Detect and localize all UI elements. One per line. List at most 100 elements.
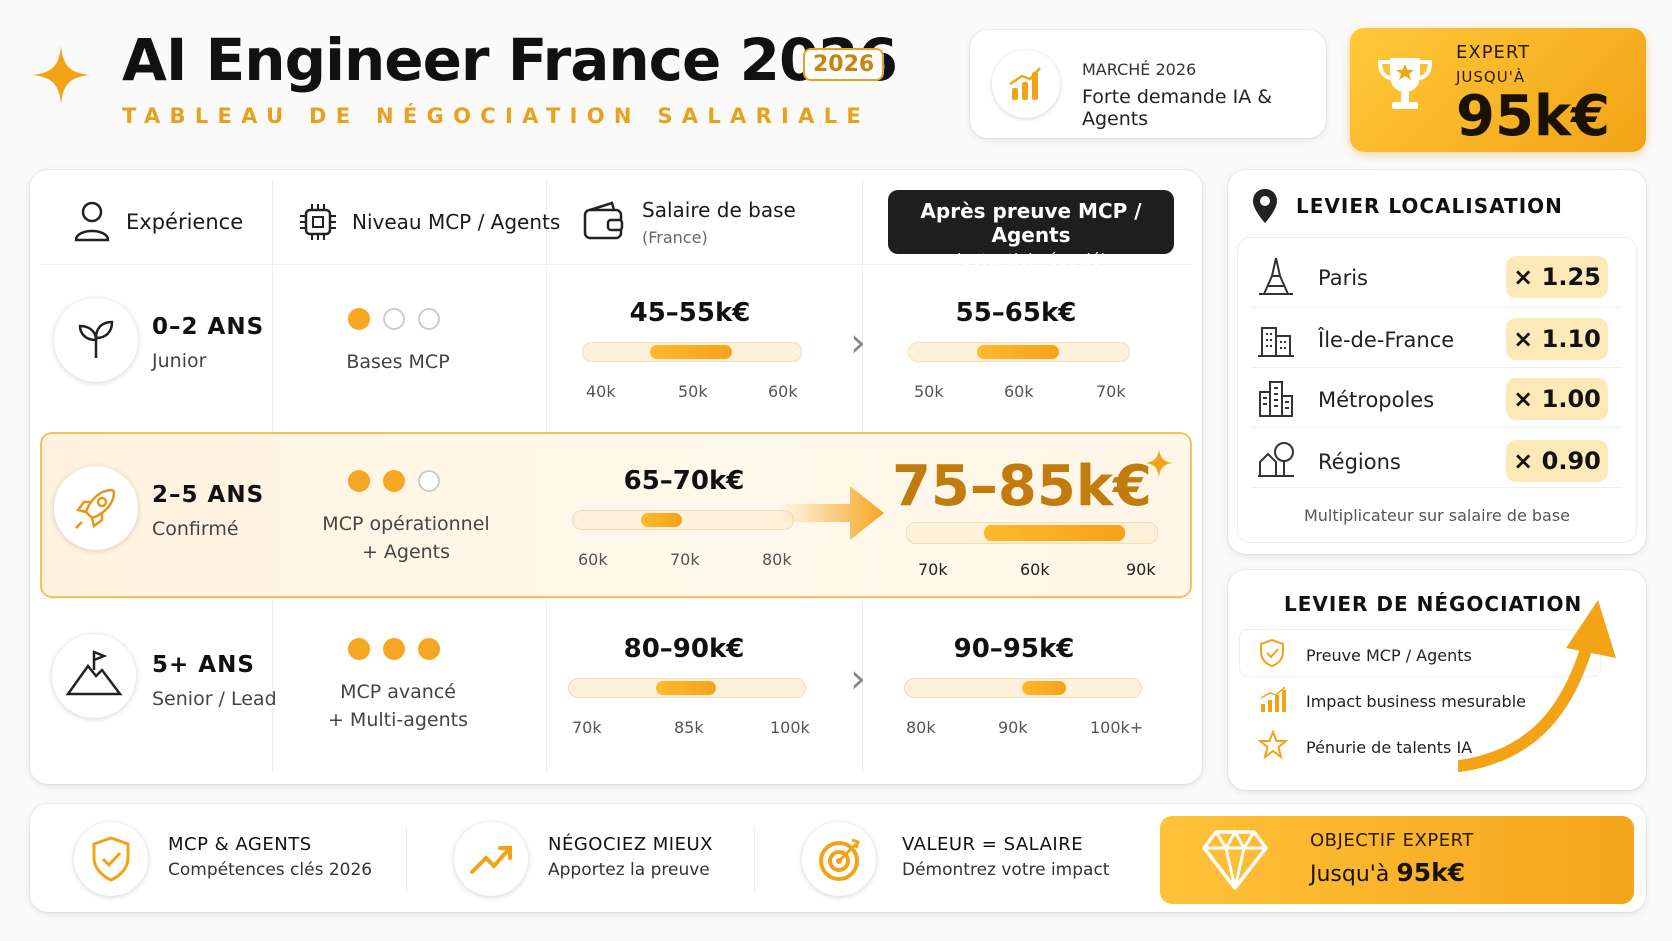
map-pin-icon — [1253, 189, 1277, 223]
rocket-icon — [54, 466, 138, 550]
after-range: 55–65k€ — [955, 298, 1077, 328]
page-subtitle: TABLEAU DE NÉGOCIATION SALARIALE — [122, 104, 871, 128]
after-bar — [908, 342, 1130, 362]
bottom-title: MCP & AGENTS — [168, 834, 312, 855]
row-years: 2–5 ANS — [152, 482, 265, 508]
base-bar — [568, 678, 806, 698]
chip-icon — [300, 204, 336, 240]
tick: 50k — [678, 382, 708, 401]
tick: 60k — [1004, 382, 1034, 401]
tick: 80k — [906, 718, 936, 737]
tick: 50k — [914, 382, 944, 401]
location-card — [1228, 170, 1646, 554]
base-range: 65–70k€ — [623, 466, 745, 496]
after-bar — [906, 522, 1158, 544]
bottom-sub: Compétences clés 2026 — [168, 860, 373, 880]
after-range: 90–95k€ — [953, 634, 1075, 664]
row-years: 5+ ANS — [152, 652, 255, 678]
city-multiplier: × 1.25 — [1506, 256, 1608, 298]
negotiation-item: Pénurie de talents IA — [1306, 738, 1473, 757]
base-bar — [572, 510, 794, 530]
arrow-right-icon — [780, 486, 884, 540]
tick: 60k — [1020, 560, 1050, 579]
header-mcp: Niveau MCP / Agents — [352, 210, 561, 234]
tick: 40k — [586, 382, 616, 401]
tick: 70k — [572, 718, 602, 737]
location-note: Multiplicateur sur salaire de base — [1303, 506, 1571, 525]
row-mcp: MCP avancé + Multi-agents — [327, 681, 469, 731]
tick: 90k — [998, 718, 1028, 737]
user-icon — [74, 201, 110, 242]
tick: 100k+ — [1090, 718, 1144, 737]
city-multiplier: × 0.90 — [1506, 440, 1608, 482]
objective-banner: OBJECTIF EXPERT Jusqu'à 95k€ — [1160, 816, 1634, 904]
expert-value: 95k€ — [1456, 84, 1611, 149]
city-multiplier: × 1.00 — [1506, 378, 1608, 420]
city-name: Paris — [1318, 266, 1368, 290]
negotiation-item: Impact business mesurable — [1306, 692, 1526, 711]
growth-chart-icon — [1260, 686, 1286, 712]
row-level: Senior / Lead — [152, 688, 277, 710]
base-bar — [582, 342, 802, 362]
page-title: AI Engineer France 2026 — [122, 26, 898, 94]
curved-arrow-icon — [1458, 600, 1616, 772]
city-name: Métropoles — [1318, 388, 1435, 412]
base-range: 45–55k€ — [629, 298, 751, 328]
tick: 80k — [762, 550, 792, 569]
eiffel-tower-icon — [1259, 257, 1293, 295]
tick: 85k — [674, 718, 704, 737]
expert-sublabel: JUSQU'À — [1456, 68, 1526, 86]
tick: 90k — [1126, 560, 1156, 579]
star-icon — [1258, 730, 1288, 760]
city-name: Régions — [1318, 450, 1401, 474]
tick: 70k — [918, 560, 948, 579]
mountain-icon — [52, 634, 136, 718]
row-mcp: MCP opérationnel + Agents — [322, 513, 490, 563]
target-icon — [802, 822, 876, 896]
bottom-title: VALEUR = SALAIRE — [902, 834, 1084, 855]
objective-value: Jusqu'à 95k€ — [1310, 858, 1466, 887]
tree-house-icon — [1258, 442, 1294, 477]
base-range: 80–90k€ — [623, 634, 745, 664]
objective-title: OBJECTIF EXPERT — [1310, 830, 1474, 851]
chevron-right-icon: › — [850, 320, 866, 366]
city-multiplier: × 1.10 — [1506, 318, 1608, 360]
after-bar — [904, 678, 1142, 698]
tick: 70k — [670, 550, 700, 569]
row-level: Confirmé — [152, 518, 239, 540]
expert-card: EXPERT JUSQU'À 95k€ — [1350, 28, 1646, 152]
sparkle-icon — [32, 46, 90, 104]
city-icon — [1259, 381, 1293, 417]
header-base: Salaire de base — [642, 198, 796, 222]
bottom-sub: Démontrez votre impact — [902, 860, 1110, 880]
tick: 70k — [1096, 382, 1126, 401]
market-card: MARCHÉ 2026 Forte demande IA & Agents — [970, 30, 1326, 138]
bottom-sub: Apportez la preuve — [548, 860, 710, 880]
tick: 60k — [578, 550, 608, 569]
header-after-sub: (potentiel négocié) — [955, 250, 1107, 269]
after-range-highlight: 75–85k€ — [891, 454, 1153, 519]
shield-check-icon — [74, 822, 148, 896]
tick: 60k — [768, 382, 798, 401]
bar-chart-icon — [992, 50, 1060, 118]
diamond-icon — [1202, 828, 1268, 890]
sparkle-icon — [1145, 449, 1173, 477]
header-after: Après preuve MCP / Agents (potentiel nég… — [888, 190, 1174, 269]
year-badge: 2026 — [803, 48, 885, 81]
header-experience: Expérience — [126, 210, 244, 234]
negotiation-title: LEVIER DE NÉGOCIATION — [1284, 592, 1583, 616]
row-years: 0–2 ANS — [152, 314, 265, 340]
market-label: MARCHÉ 2026 — [1082, 60, 1197, 79]
header-base-sub: (France) — [642, 228, 708, 247]
city-name: Île-de-France — [1318, 328, 1455, 352]
sprout-icon — [54, 298, 138, 382]
chevron-right-icon: › — [850, 656, 866, 702]
header-after-label: Après preuve MCP / Agents — [920, 199, 1142, 247]
row-level: Junior — [152, 350, 207, 372]
building-icon — [1258, 327, 1294, 357]
row-mcp: Bases MCP — [346, 351, 450, 373]
trophy-icon — [1377, 58, 1433, 109]
trend-up-icon — [454, 822, 528, 896]
market-text: Forte demande IA & Agents — [1082, 86, 1273, 130]
tick: 100k — [770, 718, 810, 737]
